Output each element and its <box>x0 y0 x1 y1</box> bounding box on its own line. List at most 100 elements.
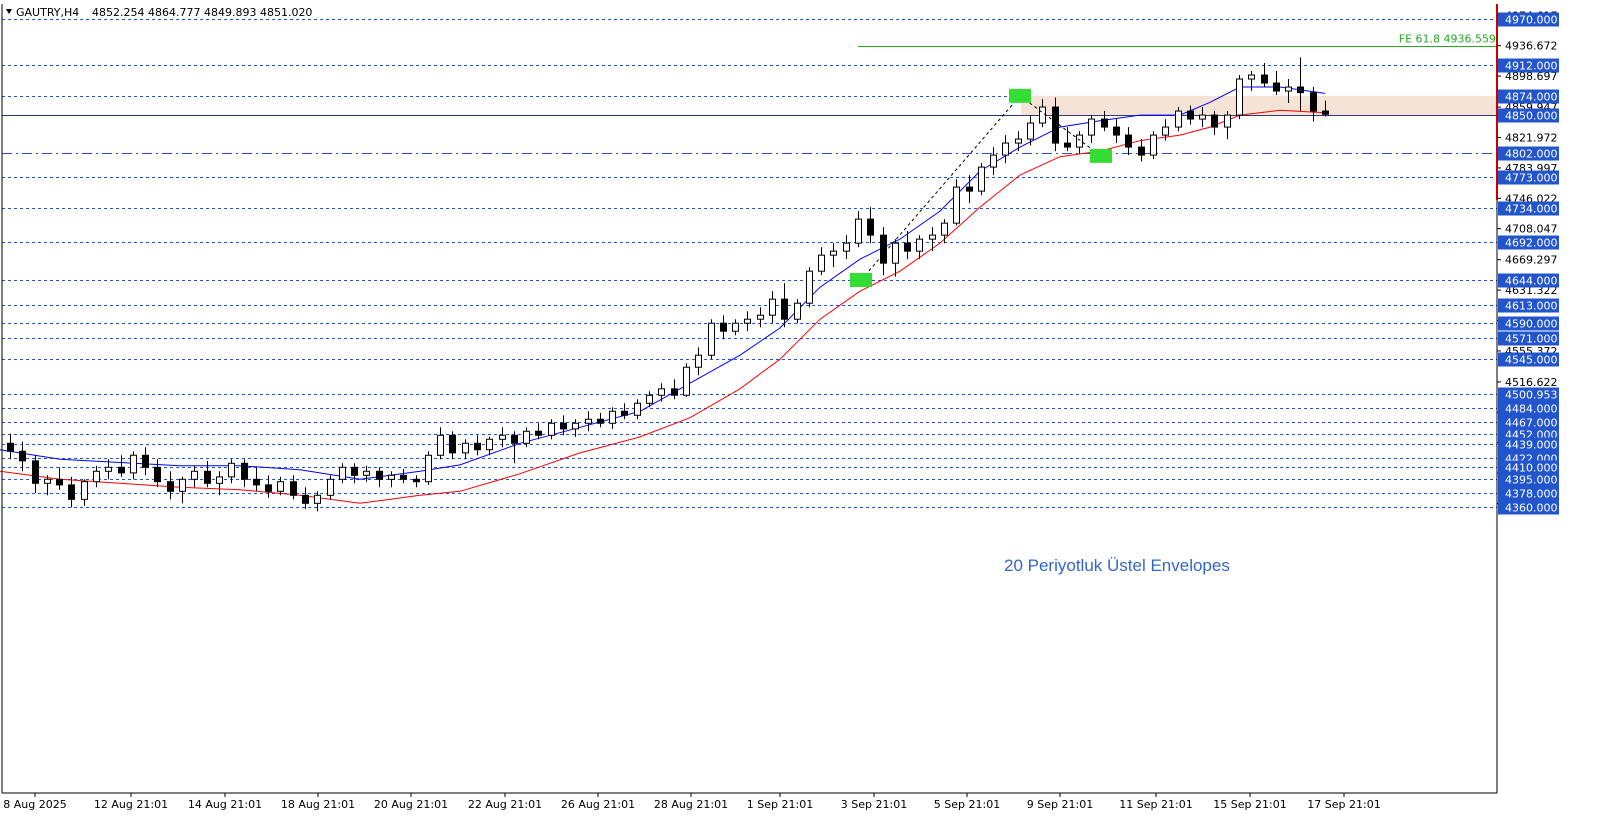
candle-body-up <box>523 430 530 444</box>
price-level-tag <box>1498 331 1559 346</box>
time-tick-label: 18 Aug 21:01 <box>281 798 355 811</box>
candle-body-up <box>486 438 493 451</box>
candle-body-down <box>167 481 174 492</box>
candlestick-series <box>7 57 1329 512</box>
price-tick-label: 4516.622 <box>1505 376 1558 389</box>
candle-body-up <box>437 434 444 456</box>
price-level-label: 4802.000 <box>1505 148 1558 161</box>
symbol-label: GAUTRY,H4 <box>16 6 79 19</box>
price-level-tag <box>1498 235 1559 250</box>
candle <box>228 459 235 484</box>
candle <box>1322 100 1329 117</box>
candle <box>81 479 88 506</box>
candle <box>154 459 161 488</box>
candle <box>56 467 63 490</box>
candle <box>621 403 628 420</box>
collapse-triangle-icon[interactable] <box>6 9 12 14</box>
candle <box>978 163 985 196</box>
time-tick-label: 26 Aug 21:01 <box>561 798 635 811</box>
candle <box>634 399 641 420</box>
time-tick-label: 9 Sep 21:01 <box>1027 798 1093 811</box>
candle-body-up <box>609 410 616 424</box>
candle-body-up <box>990 154 997 168</box>
price-level-label: 4912.000 <box>1505 60 1558 73</box>
candle-body-down <box>351 466 358 476</box>
candle <box>241 459 248 488</box>
candle-body-down <box>1310 92 1317 112</box>
price-level-label: 4970.000 <box>1505 14 1558 27</box>
candle-body-down <box>56 478 63 486</box>
candle-body-down <box>1211 114 1218 128</box>
time-tick-label: 14 Aug 21:01 <box>188 798 262 811</box>
time-tick-label: 22 Aug 21:01 <box>468 798 542 811</box>
candle <box>1015 131 1022 152</box>
price-tick-label: 4821.972 <box>1505 132 1558 145</box>
ohlc-values: 4852.254 4864.777 4849.893 4851.020 <box>92 6 312 19</box>
candle <box>1224 111 1231 140</box>
candle-body-up <box>228 462 235 478</box>
candle-body-up <box>658 388 665 396</box>
candle <box>769 291 776 324</box>
candle <box>1101 111 1108 132</box>
price-tick-label: 4936.672 <box>1505 40 1558 53</box>
candle-body-down <box>671 388 678 396</box>
candle-body-up <box>794 302 801 320</box>
candle-body-up <box>1027 122 1034 140</box>
candle-body-down <box>19 450 26 462</box>
candle-body-up <box>1236 78 1243 116</box>
candle-body-up <box>830 250 837 256</box>
candle <box>941 219 948 244</box>
candle <box>560 415 567 436</box>
price-level-tag <box>1498 89 1559 104</box>
candle-body-up <box>572 422 579 430</box>
price-level-label: 4692.000 <box>1505 237 1558 250</box>
candle-body-down <box>560 422 567 430</box>
candle-body-up <box>732 322 739 332</box>
candle <box>523 427 530 448</box>
candle-body-down <box>68 484 75 500</box>
price-level-tag <box>1498 415 1559 430</box>
candle-body-down <box>1101 118 1108 128</box>
candle-body-down <box>1273 82 1280 92</box>
candle-body-down <box>1187 110 1194 120</box>
candle <box>953 179 960 226</box>
price-tick-label: 4669.297 <box>1505 254 1558 267</box>
price-level-label: 4484.000 <box>1505 403 1558 416</box>
candle <box>966 175 973 204</box>
candle-body-down <box>966 186 973 192</box>
candle-body-up <box>634 402 641 416</box>
candle <box>400 468 407 484</box>
candle <box>462 439 469 460</box>
candle <box>929 227 936 252</box>
candle <box>1052 97 1059 152</box>
candle-body-down <box>253 478 260 486</box>
candle-body-down <box>265 484 272 492</box>
candle-body-down <box>154 466 161 483</box>
candle <box>1310 87 1317 122</box>
time-tick-label: 28 Aug 21:01 <box>654 798 728 811</box>
candle <box>44 475 51 496</box>
swing-connector <box>1019 95 1102 157</box>
candle-body-down <box>1297 86 1304 94</box>
candle-body-up <box>1088 118 1095 136</box>
price-level-label: 4360.000 <box>1505 502 1558 515</box>
candle <box>806 267 813 308</box>
envelope-annotation: 20 Periyotluk Üstel Envelopes <box>1004 556 1230 575</box>
candle <box>535 423 542 440</box>
price-level-tags: 4970.000 4912.000 4874.000 4850.000 4802.000… <box>1498 12 1559 515</box>
candle-body-up <box>339 466 346 480</box>
swing-marker <box>1009 88 1031 103</box>
candle <box>216 471 223 496</box>
candle <box>425 451 432 485</box>
candle <box>118 455 125 477</box>
price-level-tag <box>1498 472 1559 487</box>
candle-body-up <box>818 254 825 272</box>
candle-body-up <box>462 442 469 454</box>
candle-body-up <box>499 434 506 440</box>
candle <box>314 491 321 512</box>
candle-body-down <box>449 434 456 454</box>
candle <box>572 419 579 437</box>
price-level-tag <box>1498 298 1559 313</box>
candle-body-up <box>646 394 653 404</box>
time-axis-ticks: 8 Aug 2025 12 Aug 21:01 14 Aug 21:01 18 Aug… <box>3 793 1381 811</box>
